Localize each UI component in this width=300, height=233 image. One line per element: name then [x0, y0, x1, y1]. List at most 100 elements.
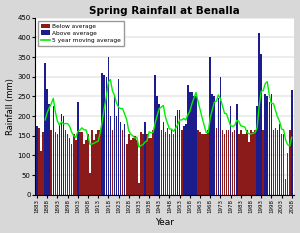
Bar	[103, 75, 105, 195]
Bar	[75, 140, 76, 195]
Bar	[185, 124, 187, 195]
Bar	[281, 134, 282, 195]
Bar	[266, 96, 268, 195]
Bar	[191, 93, 193, 195]
Bar	[130, 140, 132, 195]
Bar	[171, 130, 172, 195]
Bar	[215, 128, 217, 195]
Bar	[181, 130, 182, 195]
Bar	[81, 132, 83, 195]
Bar	[69, 138, 70, 195]
Bar	[232, 132, 233, 195]
Bar	[273, 130, 274, 195]
Bar	[156, 96, 158, 195]
Bar	[167, 128, 168, 195]
X-axis label: Year: Year	[155, 219, 174, 227]
Bar	[262, 130, 264, 195]
Bar	[79, 132, 81, 195]
Bar	[40, 151, 42, 195]
Bar	[256, 106, 258, 195]
Bar	[120, 122, 122, 195]
Bar	[91, 130, 93, 195]
Bar	[154, 75, 156, 195]
Bar	[238, 134, 240, 195]
Bar	[160, 130, 162, 195]
Bar	[177, 110, 178, 195]
Bar	[158, 104, 160, 195]
Bar	[240, 130, 242, 195]
Bar	[112, 130, 113, 195]
Bar	[163, 122, 164, 195]
Bar	[152, 130, 154, 195]
Bar	[201, 134, 203, 195]
Bar	[38, 128, 40, 195]
Bar	[277, 130, 278, 195]
Bar	[203, 134, 205, 195]
Bar	[126, 144, 128, 195]
Bar	[93, 140, 95, 195]
Bar	[175, 116, 176, 195]
Bar	[98, 130, 99, 195]
Bar	[287, 153, 289, 195]
Bar	[140, 132, 142, 195]
Bar	[252, 132, 254, 195]
Bar	[138, 183, 140, 195]
Bar	[246, 130, 248, 195]
Bar	[116, 116, 117, 195]
Bar	[209, 57, 211, 195]
Bar	[65, 130, 66, 195]
Title: Spring Rainfall at Benalla: Spring Rainfall at Benalla	[89, 6, 240, 16]
Bar	[218, 98, 219, 195]
Bar	[248, 142, 250, 195]
Bar	[197, 130, 199, 195]
Bar	[99, 130, 101, 195]
Bar	[134, 136, 136, 195]
Bar	[214, 96, 215, 195]
Bar	[230, 106, 231, 195]
Bar	[220, 77, 221, 195]
Bar	[274, 128, 276, 195]
Bar	[107, 57, 109, 195]
Bar	[148, 138, 150, 195]
Legend: Below average, Above average, 5 year moving average: Below average, Above average, 5 year mov…	[38, 21, 124, 46]
Bar	[268, 102, 270, 195]
Bar	[226, 130, 227, 195]
Bar	[95, 134, 97, 195]
Bar	[207, 130, 209, 195]
Bar	[279, 124, 280, 195]
Bar	[150, 138, 152, 195]
Bar	[85, 140, 87, 195]
Bar	[77, 102, 79, 195]
Bar	[236, 104, 238, 195]
Bar	[83, 144, 85, 195]
Bar	[118, 79, 119, 195]
Bar	[71, 144, 73, 195]
Bar	[44, 63, 46, 195]
Bar	[110, 116, 111, 195]
Bar	[58, 124, 60, 195]
Bar	[179, 110, 181, 195]
Bar	[50, 130, 52, 195]
Bar	[291, 90, 292, 195]
Bar	[89, 173, 91, 195]
Bar	[114, 96, 115, 195]
Bar	[61, 114, 62, 195]
Bar	[271, 94, 272, 195]
Bar	[258, 34, 260, 195]
Bar	[42, 132, 44, 195]
Bar	[173, 134, 174, 195]
Bar	[183, 126, 184, 195]
Bar	[285, 179, 286, 195]
Bar	[289, 130, 290, 195]
Bar	[187, 85, 189, 195]
Bar	[87, 134, 89, 195]
Bar	[165, 132, 166, 195]
Bar	[52, 106, 54, 195]
Bar	[212, 94, 213, 195]
Bar	[222, 130, 223, 195]
Bar	[48, 104, 50, 195]
Bar	[244, 134, 246, 195]
Bar	[228, 130, 230, 195]
Bar	[146, 134, 148, 195]
Bar	[199, 132, 201, 195]
